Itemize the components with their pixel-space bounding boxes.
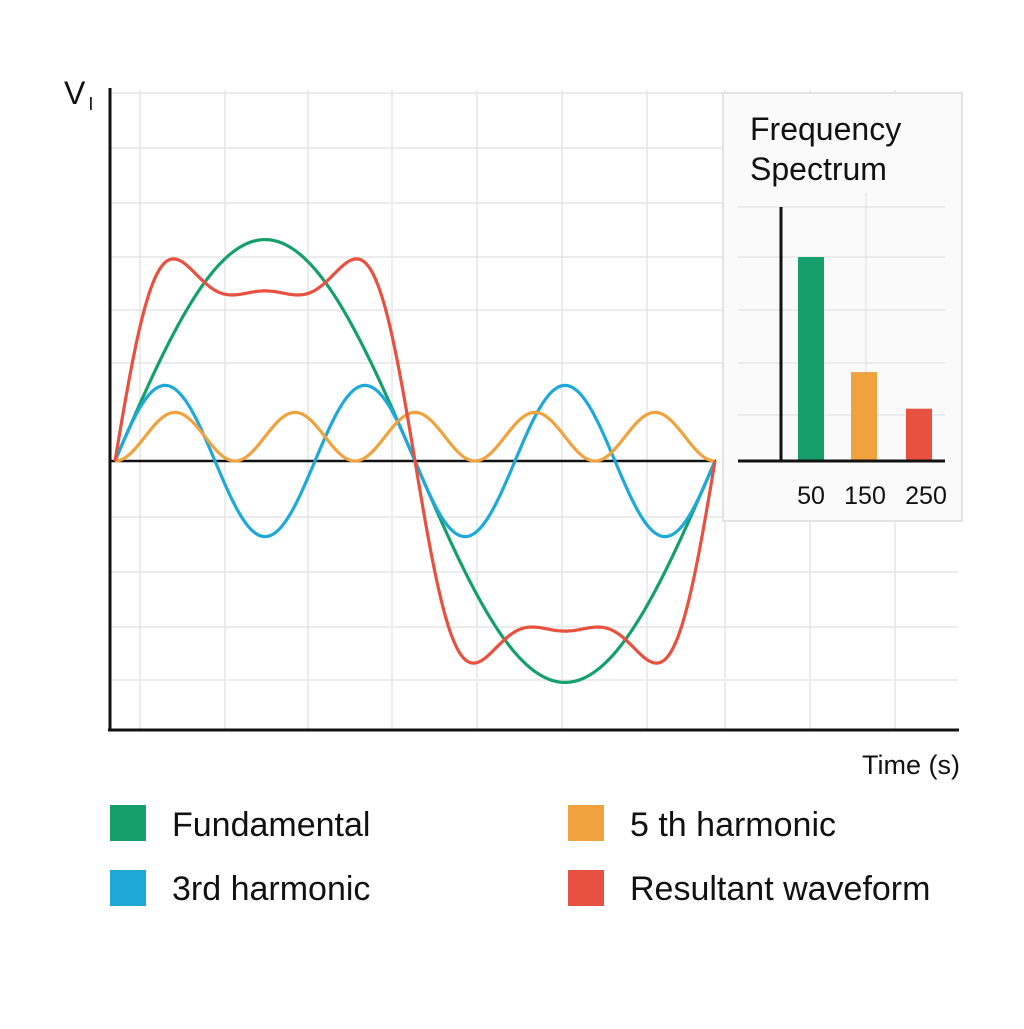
x-axis-label: Time (s) [862,750,960,780]
inset-title-line2: Spectrum [750,151,887,187]
bar-250 [906,408,932,461]
legend-label-fundamental: Fundamental [172,806,370,844]
series-resultant-waveform [113,257,717,665]
bar-150 [851,372,877,461]
legend-swatch-fundamental [110,805,146,841]
inset-tick-50: 50 [797,482,825,510]
legend-label-5th-harmonic: 5 th harmonic [630,806,836,844]
inset-title-line1: Frequency [750,111,901,147]
inset-tick-150: 150 [844,482,886,510]
bar-50 [798,257,824,461]
legend-label-resultant: Resultant waveform [630,870,930,908]
legend-item-5th-harmonic: 5 th harmonic [568,805,836,844]
legend-swatch-resultant [568,870,604,906]
legend-swatch-3rd-harmonic [110,870,146,906]
legend: Fundamental 3rd harmonic 5 th harmonic R… [110,805,930,908]
waveforms [113,238,717,684]
frequency-spectrum-inset: Frequency Spectrum 50 150 250 [722,92,963,522]
legend-swatch-5th-harmonic [568,805,604,841]
series-5-th-harmonic [114,410,716,463]
legend-item-fundamental: Fundamental [110,805,370,844]
legend-label-3rd-harmonic: 3rd harmonic [172,870,370,908]
legend-item-3rd-harmonic: 3rd harmonic [110,870,370,908]
inset-tick-250: 250 [905,482,947,510]
inset-bars [798,257,932,461]
legend-item-resultant: Resultant waveform [568,870,930,908]
